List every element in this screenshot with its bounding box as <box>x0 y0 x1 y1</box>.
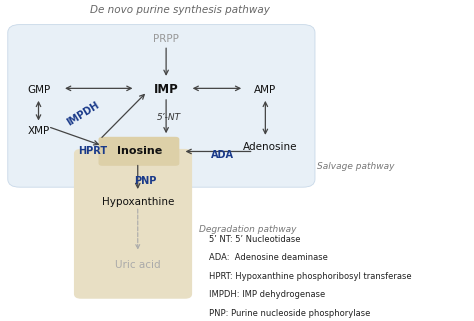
Text: PNP: Purine nucleoside phosphorylase: PNP: Purine nucleoside phosphorylase <box>209 309 370 318</box>
Text: GMP: GMP <box>27 85 50 95</box>
Text: 5’-NT: 5’-NT <box>156 113 181 122</box>
Text: AMP: AMP <box>254 85 276 95</box>
Text: PNP: PNP <box>134 176 156 186</box>
FancyBboxPatch shape <box>74 149 192 299</box>
Text: Hypoxanthine: Hypoxanthine <box>101 196 174 206</box>
Text: Salvage pathway: Salvage pathway <box>318 162 395 171</box>
Text: ADA:  Adenosine deaminase: ADA: Adenosine deaminase <box>209 254 328 263</box>
Text: PRPP: PRPP <box>153 34 179 44</box>
Text: HPRT: Hypoxanthine phosphoribosyl transferase: HPRT: Hypoxanthine phosphoribosyl transf… <box>209 272 411 281</box>
Text: XMP: XMP <box>27 126 50 136</box>
Text: IMPDH: IMPDH <box>65 100 101 128</box>
Text: Degradation pathway: Degradation pathway <box>199 225 297 234</box>
Text: ADA: ADA <box>211 150 234 160</box>
Text: De novo purine synthesis pathway: De novo purine synthesis pathway <box>91 5 270 15</box>
Text: IMP: IMP <box>154 83 179 96</box>
Text: Adenosine: Adenosine <box>243 142 297 152</box>
Text: IMPDH: IMP dehydrogenase: IMPDH: IMP dehydrogenase <box>209 291 325 299</box>
FancyBboxPatch shape <box>99 137 179 166</box>
Text: 5’ NT: 5’ Nucleotidase: 5’ NT: 5’ Nucleotidase <box>209 235 300 244</box>
Text: Uric acid: Uric acid <box>115 260 161 270</box>
Text: Inosine: Inosine <box>118 146 163 156</box>
FancyBboxPatch shape <box>8 25 315 187</box>
Text: HPRT: HPRT <box>78 145 108 155</box>
